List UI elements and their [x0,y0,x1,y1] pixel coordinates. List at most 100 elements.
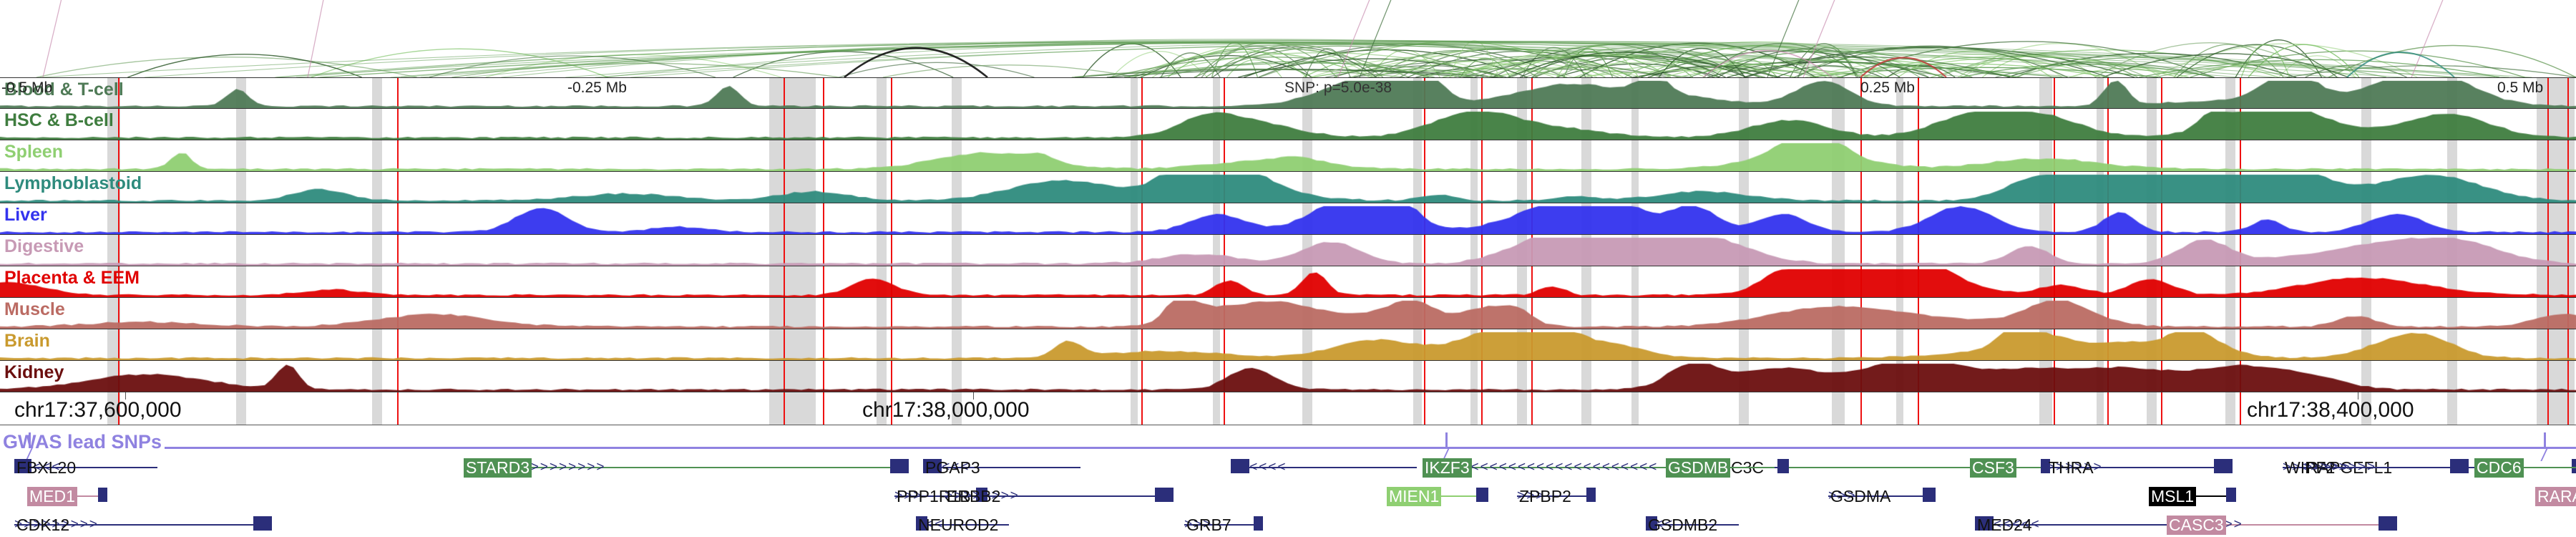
locus-shade-region [1213,392,1220,425]
gene-row1-exon-box-8[interactable] [2214,459,2233,473]
tissue-track-blood-t-cell: -0.5 Mb -0.25 Mb SNP: p=5.0e-38 0.25 Mb 0.5 … [0,77,2576,109]
gene-row1-exon-box-5[interactable] [1777,459,1789,473]
snp-marker-line [2547,392,2549,425]
gene-row1-exon-box-3[interactable] [1231,459,1249,473]
locus-shade-region [236,392,246,425]
gene-row2-exon-box-5[interactable] [1923,488,1936,502]
gene-row1-gene-label-6[interactable]: GSDMB [1666,458,1730,478]
gene-row2-gene-label-0[interactable]: MED1 [27,487,77,506]
snp-marker-line [2161,392,2162,425]
gene-row3-gene-label-1[interactable]: NEUROD2 [916,516,1000,535]
snp-marker-line [397,392,399,425]
tissue-track-digestive: Digestive [0,235,2576,266]
snp-marker-line [1481,392,1483,425]
snp-marker-line [784,392,785,425]
gwas-lead-snp-row: GWAS lead SNPs [0,425,2576,458]
gene-row2-row: MED1 >>> PPP1R1B >>>>>>>> ERBB2 MIEN1 >>> ZPBP2… [0,487,2576,505]
gene-row2-exon-box-2[interactable] [1155,488,1174,502]
gene-row1-gene-label-4[interactable]: IKZF3 [1423,458,1472,478]
gene-row1-gene-label-2[interactable]: PGAP3 [923,458,982,478]
snp-marker-line [1141,392,1143,425]
locus-shade-region [2147,392,2157,425]
genome-browser-view: { "chart_data": { "type": "area", "title… [0,0,2576,537]
snp-marker-line [2240,392,2241,425]
signal-area-kidney [0,361,2576,392]
snp-marker-line [1224,392,1225,425]
snp-marker-line [1918,392,1919,425]
gene-row1-strand-chevrons-3: <<<<<< [1231,460,1417,475]
tissue-track-brain: Brain [0,329,2576,361]
gene-row2-exon-box-0[interactable] [98,488,107,502]
gene-row1-gene-label-7[interactable]: CSF3 [1970,458,2016,478]
signal-area-brain [0,329,2576,360]
locus-shade-region [1517,392,1527,425]
gene-row3-exon-box-0[interactable] [253,516,272,531]
gene-row1-exon-box-1[interactable] [890,459,909,473]
gene-row3-exon-box-2[interactable] [1254,516,1263,531]
snp-marker-line [2567,392,2569,425]
locus-shade-region [2097,392,2104,425]
signal-area-placenta-eem [0,266,2576,297]
signal-area-lymphoblastoid [0,172,2576,203]
gwas-lead-snps-label: GWAS lead SNPs [3,431,162,453]
tissue-track-spleen: Spleen [0,140,2576,172]
locus-shade-region [769,392,809,425]
gene-row2-exon-box-4[interactable] [1586,488,1596,502]
locus-shade-region [1896,392,1903,425]
coord-label-1: chr17:38,000,000 [862,398,1030,422]
gene-annotation-panel: <<<<< FBXL20 >>>>>>>>>>>>>>> STARD3 <<<<< PGA… [0,458,2576,537]
locus-shade-region [1413,392,1422,425]
locus-shade-region [2447,392,2457,425]
gwas-line [165,447,2576,449]
gwas-snp-tick[interactable] [2544,432,2546,448]
locus-shade-region [1739,392,1749,425]
gene-row1-gene-label-0[interactable]: FBXL20 [14,458,78,478]
gene-row2-exon-box-3[interactable] [1476,488,1488,502]
signal-area-muscle [0,298,2576,329]
gene-row2-gene-label-5[interactable]: GSDMA [1828,487,1893,506]
gene-row2-gene-label-3[interactable]: MIEN1 [1387,487,1441,506]
locus-shade-region [1470,392,1478,425]
gene-row1-gene-label-11[interactable]: CDC6 [2474,458,2524,478]
gene-row3-gene-label-0[interactable]: CDK12 [14,516,72,535]
locus-shade-region [372,392,382,425]
signal-area-hsc-b-cell [0,109,2576,140]
locus-shade-region [1581,392,1591,425]
gene-row3-gene-label-5[interactable]: CASC3 [2167,516,2226,535]
gene-row1-row: <<<<< FBXL20 >>>>>>>>>>>>>>> STARD3 <<<<< PGA… [0,458,2576,477]
coord-label-0: chr17:37,600,000 [14,398,182,422]
gene-row3-row: >>>>>>>>> CDK12 <<< NEUROD2 >>> GRB7 <<< GSDMB2… [0,516,2576,534]
tissue-track-muscle: Muscle [0,298,2576,329]
snp-marker-line [823,392,824,425]
gene-row2-gene-label-4[interactable]: ZPBP2 [1517,487,1574,506]
gene-row3-gene-label-3[interactable]: GSDMB2 [1646,516,1719,535]
signal-area-digestive [0,235,2576,266]
tissue-track-hsc-b-cell: HSC & B-cell [0,109,2576,140]
locus-shade-region [2225,392,2235,425]
tissue-track-lymphoblastoid: Lymphoblastoid [0,172,2576,203]
gwas-snp-tick[interactable] [29,432,31,448]
gene-row1-gene-label-1[interactable]: STARD3 [464,458,532,478]
snp-marker-line [1424,392,1425,425]
locus-shade-region [809,392,816,425]
gene-row2-gene-label-7[interactable]: RARA [2535,487,2576,506]
gene-row3-gene-label-4[interactable]: MED24 [1975,516,2034,535]
gene-row3-gene-label-2[interactable]: GRB7 [1184,516,1234,535]
locus-shade-region [1832,392,1845,425]
gene-row3-exon-box-5[interactable] [2379,516,2397,531]
gwas-snp-tick[interactable] [1445,432,1448,448]
locus-shade-region [1302,392,1312,425]
chromatin-interaction-arcs [0,0,2576,77]
gene-row2-gene-label-2[interactable]: ERBB2 [945,487,1002,506]
coord-label-2: chr17:38,400,000 [2247,398,2414,422]
locus-shade-region [2039,392,2052,425]
gene-row2-exon-box-6[interactable] [2226,488,2236,502]
gene-row2-gene-label-6[interactable]: MSL1 [2149,487,2196,506]
locus-shade-region [1631,392,1639,425]
tissue-track-kidney: Kidney [0,361,2576,392]
snp-marker-line [1860,392,1862,425]
gene-row1-gene-label-8[interactable]: THRA [2046,458,2096,478]
signal-area-blood-t-cell [0,78,2576,108]
locus-shade-region [1131,392,1138,425]
gene-row1-gene-label-10[interactable]: WIPF2 [2283,458,2337,478]
